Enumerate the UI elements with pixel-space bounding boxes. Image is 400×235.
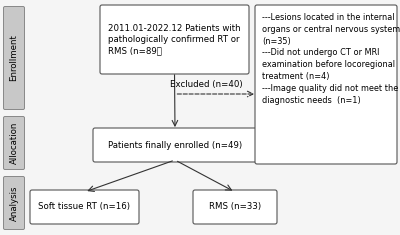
Text: ---Lesions located in the internal
organs or central nervous system
(n=35)
---Di: ---Lesions located in the internal organ… bbox=[262, 13, 400, 105]
Text: 2011.01-2022.12 Patients with
pathologically confirmed RT or
RMS (n=89）: 2011.01-2022.12 Patients with pathologic… bbox=[108, 24, 241, 55]
Text: Patients finally enrolled (n=49): Patients finally enrolled (n=49) bbox=[108, 141, 242, 149]
Text: Allocation: Allocation bbox=[10, 122, 18, 164]
Text: Analysis: Analysis bbox=[10, 185, 18, 221]
FancyBboxPatch shape bbox=[4, 117, 24, 169]
FancyBboxPatch shape bbox=[193, 190, 277, 224]
FancyBboxPatch shape bbox=[30, 190, 139, 224]
Text: Excluded (n=40): Excluded (n=40) bbox=[170, 80, 242, 89]
Text: Enrollment: Enrollment bbox=[10, 35, 18, 82]
FancyBboxPatch shape bbox=[93, 128, 257, 162]
FancyBboxPatch shape bbox=[4, 176, 24, 230]
Text: Soft tissue RT (n=16): Soft tissue RT (n=16) bbox=[38, 203, 130, 212]
FancyBboxPatch shape bbox=[4, 7, 24, 110]
FancyBboxPatch shape bbox=[100, 5, 249, 74]
FancyBboxPatch shape bbox=[255, 5, 397, 164]
Text: RMS (n=33): RMS (n=33) bbox=[209, 203, 261, 212]
